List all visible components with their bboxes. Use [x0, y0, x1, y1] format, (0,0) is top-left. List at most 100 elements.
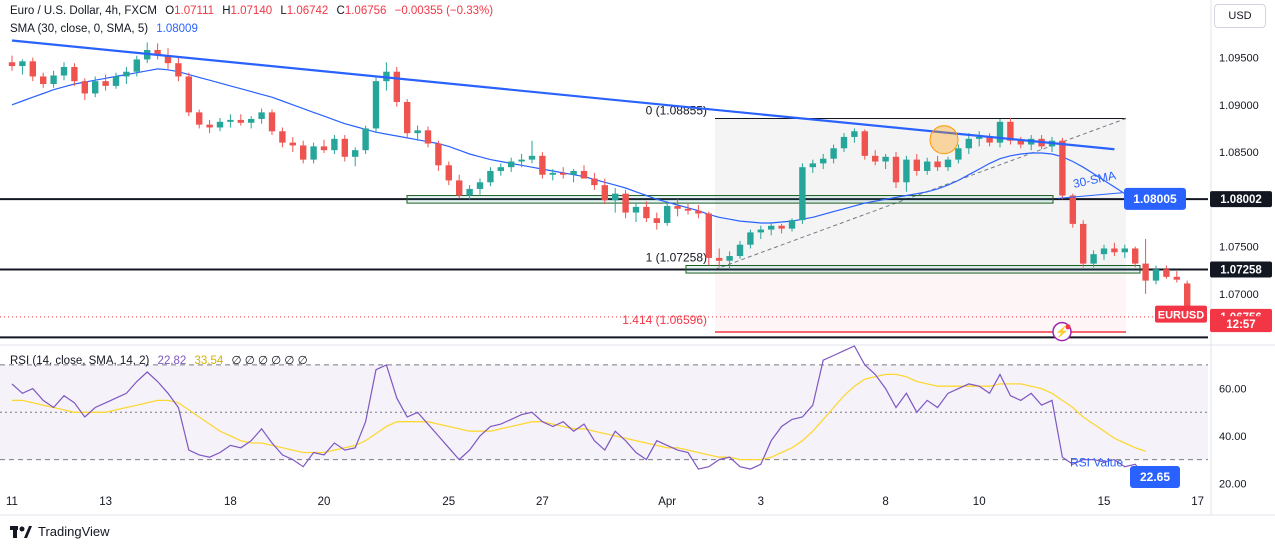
candle-body — [684, 208, 692, 211]
rsi-label: RSI (14, close, SMA, 14, 2) — [10, 355, 150, 367]
brand-label: TradingView — [38, 524, 110, 539]
time-tick-label: 20 — [318, 496, 331, 508]
candle-body — [456, 180, 463, 196]
time-tick-label: 27 — [536, 496, 549, 508]
candle-body — [653, 218, 660, 223]
candle-body — [560, 172, 567, 175]
change-value: −0.00355 (−0.33%) — [394, 5, 494, 17]
candle-body — [1152, 269, 1160, 281]
axis-price-badge: 12:57 — [1226, 319, 1255, 331]
candle-body — [1173, 276, 1180, 280]
rsi-ma-value: 33.54 — [194, 355, 224, 367]
candle-body — [705, 213, 712, 258]
candle-body — [757, 229, 764, 233]
time-tick-label: 8 — [882, 496, 888, 508]
candle-body — [112, 76, 120, 86]
candle-body — [934, 161, 941, 168]
candle-body — [528, 155, 536, 160]
candle-body — [29, 61, 36, 77]
time-tick-label: Apr — [658, 496, 676, 508]
candle-body — [913, 159, 920, 171]
open-value: 1.07111 — [174, 5, 215, 17]
candle-body — [185, 76, 192, 113]
candle-body — [50, 75, 57, 85]
highlight-circle — [929, 125, 959, 155]
candle-body — [944, 159, 952, 168]
candle-body — [840, 136, 848, 149]
candle-body — [19, 61, 26, 67]
time-tick-label: 15 — [1098, 496, 1111, 508]
candle-body — [352, 150, 359, 157]
close-value: 1.06756 — [344, 5, 387, 17]
candle-body — [830, 148, 837, 159]
candle-body — [123, 71, 130, 77]
chart-header: Euro / U.S. Dollar, 4h, FXCM O1.07111 H1… — [10, 5, 498, 17]
candle-body — [424, 130, 432, 144]
rsi-annotation: RSI Value — [1070, 456, 1123, 470]
tradingview-icon — [10, 525, 32, 538]
candle-body — [539, 155, 546, 175]
rsi-tick-label: 60.00 — [1219, 384, 1247, 396]
time-tick-label: 10 — [973, 496, 986, 508]
rsi-value-badge: 22.65 — [1140, 470, 1170, 484]
alert-dot — [1065, 324, 1071, 330]
rsi-badge-bg — [1130, 465, 1180, 488]
candle-body — [570, 170, 577, 175]
price-tick-label: 1.09500 — [1219, 53, 1259, 65]
currency-button[interactable]: USD — [1214, 4, 1266, 28]
candle-body — [8, 62, 16, 67]
sma-price-badge: 1.08005 — [1133, 192, 1177, 206]
candle-body — [882, 156, 889, 162]
symbol-badge: EURUSD — [1158, 310, 1205, 322]
candle-body — [580, 170, 588, 179]
candle-body — [809, 163, 816, 168]
candle-body — [986, 136, 993, 143]
axis-price-badge: 1.08002 — [1220, 194, 1262, 206]
candle-body — [92, 81, 99, 94]
fib-zone-lower — [715, 269, 1126, 333]
candle-body — [518, 159, 525, 162]
candle-body — [393, 71, 400, 102]
candle-body — [300, 145, 307, 160]
price-badge-bg — [1210, 191, 1272, 208]
close-label: C — [336, 5, 345, 17]
candle-body — [632, 206, 640, 213]
candle-body — [487, 170, 494, 183]
candle-body — [1121, 248, 1128, 253]
low-value: 1.06742 — [286, 5, 329, 17]
candle-body — [591, 178, 598, 186]
high-label: H — [222, 5, 231, 17]
candle-body — [102, 81, 109, 86]
candle-body — [71, 66, 78, 82]
time-tick-label: 13 — [99, 496, 112, 508]
candle-body — [903, 159, 910, 183]
candle-body — [258, 112, 265, 119]
candle-body — [362, 128, 369, 151]
candle-body — [154, 49, 161, 56]
candle-body — [372, 81, 380, 129]
candle-body — [695, 210, 702, 214]
alert-icon-glyph: ⚡ — [1055, 326, 1069, 339]
candle-body — [216, 121, 224, 128]
candle-body — [778, 225, 785, 229]
time-tick-label: 25 — [442, 496, 455, 508]
candle-body — [414, 130, 421, 134]
candle-body — [892, 156, 900, 183]
candle-body — [736, 244, 744, 257]
candle-body — [1080, 223, 1087, 264]
candle-body — [175, 63, 182, 77]
price-badge-bg — [1155, 305, 1207, 323]
sma-legend[interactable]: SMA (30, close, 0, SMA, 5) 1.08009 — [10, 23, 203, 35]
rsi-tick-label: 40.00 — [1219, 431, 1247, 443]
low-label: L — [280, 5, 287, 17]
candle-body — [1017, 140, 1024, 145]
price-badge-bg — [1124, 187, 1186, 210]
candle-body — [768, 225, 775, 230]
time-tick-label: 18 — [224, 496, 237, 508]
candle-body — [976, 136, 983, 139]
candle-body — [851, 131, 858, 137]
candle-body — [996, 121, 1004, 143]
rsi-legend[interactable]: RSI (14, close, SMA, 14, 2) 22.82 33.54 … — [10, 353, 313, 367]
tradingview-logo[interactable]: TradingView — [10, 524, 110, 539]
zone-rectangle — [685, 264, 1141, 274]
